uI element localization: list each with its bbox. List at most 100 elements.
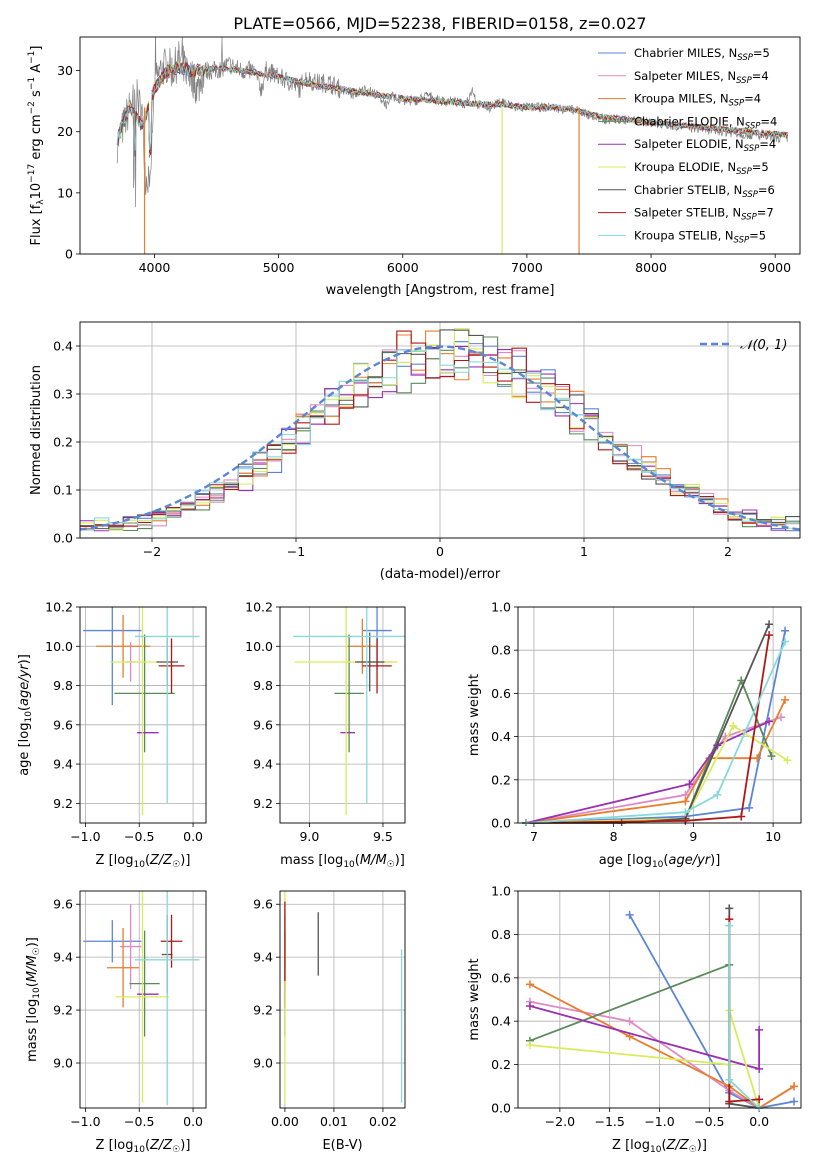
tick-label-y: 0.0 (491, 1101, 511, 1116)
errorbar-kroupa-stelib (134, 607, 200, 804)
y-axis-label: mass [log10(M/M☉)] (25, 937, 42, 1062)
tick-label-y: 9.0 (53, 1056, 73, 1071)
tick-label-y: 10.0 (245, 639, 273, 654)
errorbars (293, 607, 405, 816)
weight-line-salpeter-elodie (525, 720, 770, 824)
tick-label-x: 6000 (387, 260, 419, 275)
data-spectrum-line (116, 37, 788, 208)
mass-vs-Z-panel: −1.0 −0.5 0.0 9.0 9.2 9.4 9.6 Z [log10(Z/Z☉)] ma… (25, 890, 207, 1155)
weight-marker (737, 676, 746, 685)
errorbar-salpeter-stelib (160, 914, 183, 968)
weight-marker (767, 752, 776, 761)
tick-label-y: 0.2 (491, 1057, 511, 1072)
tick-label-y: 0.4 (491, 729, 511, 744)
legend-label-chabrier-miles: Chabrier MILES, NSSP=5 (634, 46, 770, 63)
tick-label-y: 9.2 (53, 1003, 73, 1018)
tick-label-y: 0.0 (491, 816, 511, 831)
hist-salpeter-stelib (80, 330, 800, 527)
weight-marker (781, 626, 790, 635)
axes-frame (517, 606, 802, 824)
errorbar-chabrier-miles (83, 920, 142, 963)
tick-label-y: 9.4 (53, 757, 73, 772)
legend-label-kroupa-miles: Kroupa MILES, NSSP=4 (634, 92, 761, 109)
age-vs-Z-panel: −1.0 −0.5 0.0 9.2 9.4 9.6 9.8 10.0 10.2 Z [log10(… (17, 600, 207, 870)
legend-label-normal: 𝒩(0, 1) (740, 338, 787, 353)
tick-label-y: 0.6 (491, 686, 511, 701)
x-axis-label: mass [log10(M/M☉)] (280, 853, 405, 870)
errorbar-kroupa-miles (96, 614, 150, 678)
tick-label-y: 9.0 (253, 1056, 273, 1071)
tick-label-y: 9.6 (253, 717, 273, 732)
weight-marker (783, 756, 792, 765)
weight-marker (790, 1097, 799, 1106)
hist-kroupa-stelib (80, 348, 800, 531)
weight-marker (681, 808, 690, 817)
tick-label-x: 5000 (263, 260, 295, 275)
y-axis-label: age [log10(age/yr)] (17, 654, 34, 776)
weight-line-kroupa-stelib (525, 641, 786, 824)
weight-line-chabrier-stelib (728, 908, 760, 1109)
tick-label-y: 9.4 (253, 950, 273, 965)
axes-frame (79, 321, 801, 539)
tick-label-x: 0.02 (369, 1114, 397, 1129)
tick-label-y: 10 (57, 185, 73, 200)
errorbar-kroupa-stelib (293, 607, 405, 804)
weight-line-kroupa-miles (525, 699, 786, 824)
weight-marker (729, 721, 738, 730)
x-axis-label: Z [log10(Z/Z☉)] (612, 1138, 707, 1155)
tick-label-y: 0.2 (491, 772, 511, 787)
weight-marker (777, 713, 786, 722)
tick-label-y: 0.6 (491, 970, 511, 985)
tick-label-x: −1 (287, 544, 305, 559)
age-vs-mass-panel: 9.0 9.5 9.2 9.4 9.6 9.8 10.0 10.2 mass [log10(M/… (245, 600, 406, 870)
x-axis-label: wavelength [Angstrom, rest frame] (326, 283, 555, 298)
tick-label-y: 1.0 (491, 884, 511, 899)
tick-label-x: −0.5 (124, 1114, 154, 1129)
legend-label-salpeter-miles: Salpeter MILES, NSSP=4 (634, 69, 769, 86)
weight-lines (521, 620, 792, 826)
legend-label-kroupa-elodie: Kroupa ELODIE, NSSP=5 (634, 160, 769, 177)
spectrum-plot (116, 37, 788, 254)
tick-label-x: 9 (689, 829, 697, 844)
weight-marker (737, 812, 746, 821)
tick-label-x: −1.0 (70, 1114, 100, 1129)
tick-label-y: 10.2 (245, 600, 273, 615)
tick-label-x: 1 (580, 544, 588, 559)
weight-marker (725, 1097, 734, 1106)
errorbar-chabrier-elodie (334, 634, 364, 753)
tick-label-y: 9.4 (53, 950, 73, 965)
weight-marker (525, 1041, 534, 1050)
tick-label-x: 9.0 (299, 829, 319, 844)
tick-label-y: 9.4 (253, 757, 273, 772)
y-axis-label: Normed distribution (29, 365, 44, 495)
errorbars (83, 891, 200, 1106)
weight-marker (765, 717, 774, 726)
weight-line-salpeter-elodie (529, 1005, 760, 1071)
tick-label-x: 0.0 (183, 829, 203, 844)
normal-curve (80, 345, 800, 531)
tick-label-x: −2.0 (545, 1114, 575, 1129)
weight-line-salpeter-stelib (728, 919, 760, 1103)
errorbar-kroupa-stelib (134, 891, 200, 1106)
errorbar-kroupa-elodie (115, 891, 170, 1103)
weight-vs-Z-panel: −2.0 −1.5 −1.0 −0.5 0.0 0.0 0.2 0.4 0.6 0.8 1.0 mas… (467, 884, 802, 1155)
tick-label-x: 0.0 (183, 1114, 203, 1129)
errorbar-chabrier-miles (83, 607, 142, 706)
x-axis-label: Z [log10(Z/Z☉)] (96, 1138, 191, 1155)
weight-marker (725, 904, 734, 913)
tick-label-y: 9.6 (53, 897, 73, 912)
weight-marker (755, 1095, 764, 1104)
tick-label-x: 0.00 (271, 1114, 299, 1129)
weight-line-chabrier-miles (525, 630, 786, 824)
legend-label-chabrier-elodie: Chabrier ELODIE, NSSP=4 (634, 114, 777, 131)
tick-label-y: 9.6 (253, 897, 273, 912)
tick-label-x: 8 (610, 829, 618, 844)
tick-label-x: −1.0 (70, 829, 100, 844)
legend-label-salpeter-stelib: Salpeter STELIB, NSSP=7 (634, 206, 774, 223)
weight-line-salpeter-stelib (525, 634, 770, 824)
weight-marker (790, 1082, 799, 1091)
weight-marker (725, 921, 734, 930)
tick-label-y: 30 (57, 63, 73, 78)
tick-label-y: 0.2 (53, 435, 73, 450)
